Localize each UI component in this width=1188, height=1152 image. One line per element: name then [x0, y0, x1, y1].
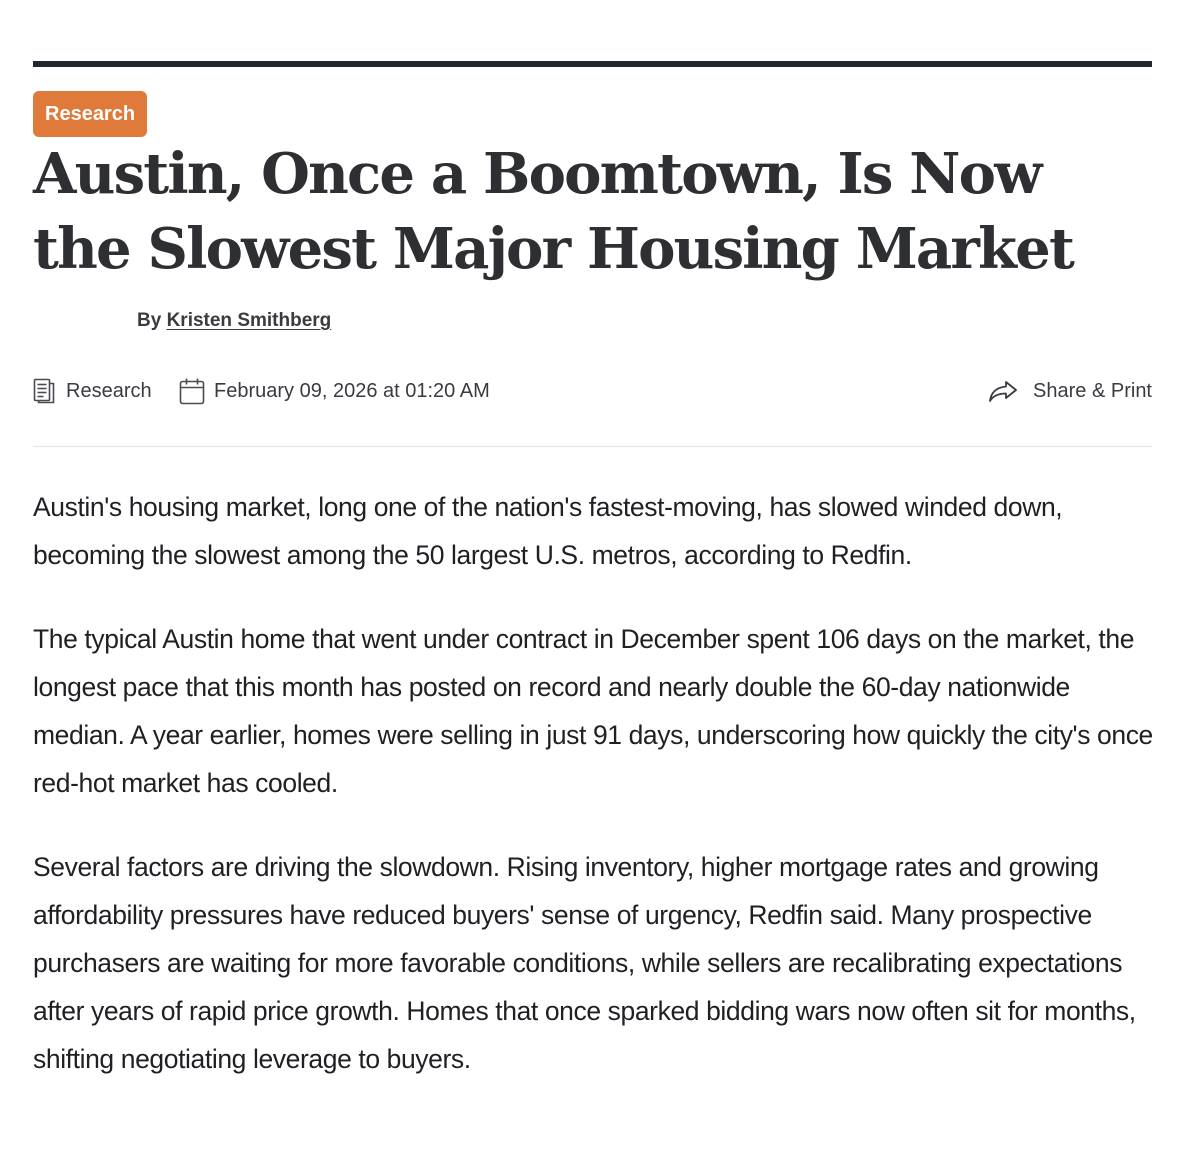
article-meta-row: Research February 09, 2026 at 01:20 AM S…	[33, 373, 1152, 409]
share-arrow-icon	[988, 379, 1018, 403]
author-link[interactable]: Kristen Smithberg	[166, 310, 332, 331]
article-paragraph: Austin's housing market, long one of the…	[33, 492, 1063, 570]
article-body: Austin's housing market, long one of the…	[33, 483, 1158, 1119]
share-print-button[interactable]: Share & Print	[988, 373, 1152, 409]
category-badge[interactable]: Research	[33, 91, 148, 137]
meta-category[interactable]: Research	[33, 373, 152, 409]
meta-date-label: February 09, 2026 at 01:20 AM	[214, 379, 490, 402]
meta-divider	[33, 446, 1152, 447]
top-rule	[33, 61, 1152, 67]
meta-date: February 09, 2026 at 01:20 AM	[179, 373, 490, 409]
calendar-icon	[179, 377, 205, 405]
document-icon	[33, 378, 55, 404]
byline-prefix: By	[137, 310, 167, 331]
article-headline: Austin, Once a Boomtown, Is Now the Slow…	[33, 141, 1075, 282]
article-paragraph: Several factors are driving the slowdown…	[33, 852, 1136, 1074]
byline: By Kristen Smithberg	[137, 310, 331, 332]
article-paragraph: The typical Austin home that went under …	[33, 624, 1153, 798]
share-print-label: Share & Print	[1033, 379, 1152, 402]
meta-category-label: Research	[66, 379, 152, 402]
